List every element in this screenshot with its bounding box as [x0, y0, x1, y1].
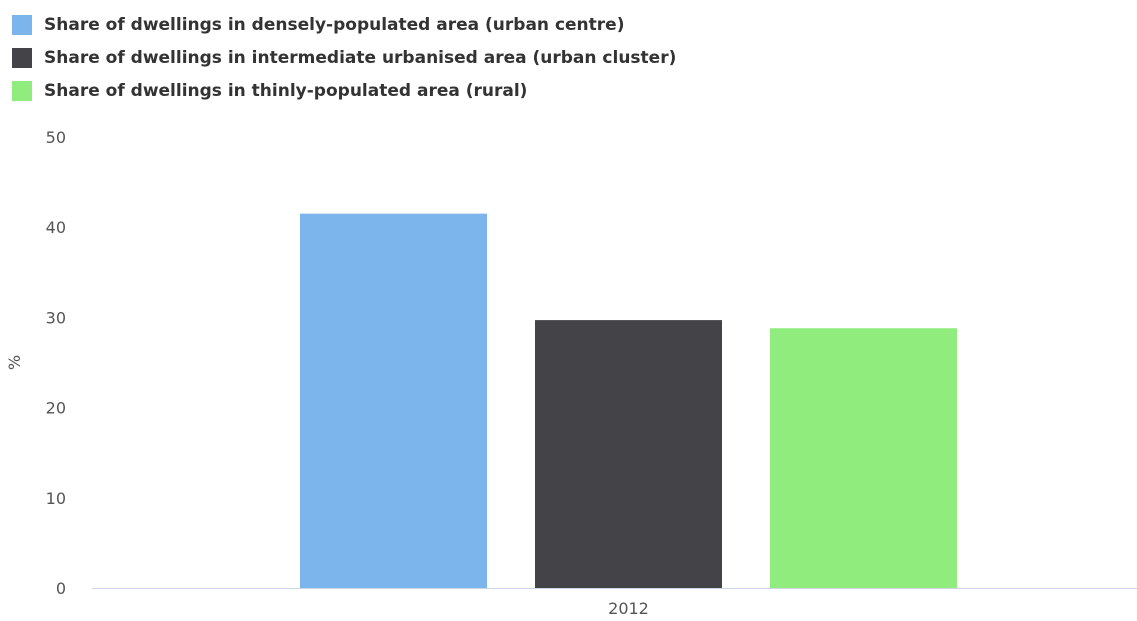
y-tick-label: 20	[46, 399, 66, 418]
bar-urban-centre[interactable]	[300, 213, 487, 589]
y-tick-label: 50	[46, 128, 66, 147]
legend-item-rural[interactable]: Share of dwellings in thinly-populated a…	[12, 74, 676, 107]
legend-item-urban-centre[interactable]: Share of dwellings in densely-populated …	[12, 8, 676, 41]
legend-item-urban-cluster[interactable]: Share of dwellings in intermediate urban…	[12, 41, 676, 74]
legend-label-urban-centre: Share of dwellings in densely-populated …	[44, 14, 625, 35]
bar-urban-cluster[interactable]	[535, 320, 722, 588]
y-tick-label: 0	[56, 579, 66, 598]
legend-swatch-urban-centre	[12, 14, 32, 35]
bar-rural[interactable]	[770, 328, 957, 588]
x-axis-ticks: 2012	[608, 599, 649, 618]
legend-swatch-rural	[12, 80, 32, 101]
x-tick-label: 2012	[608, 599, 649, 618]
y-axis-ticks: 0 10 20 30 40 50	[46, 128, 66, 598]
y-tick-label: 10	[46, 489, 66, 508]
y-tick-label: 30	[46, 308, 66, 327]
legend: Share of dwellings in densely-populated …	[12, 8, 676, 107]
legend-swatch-urban-cluster	[12, 47, 32, 68]
legend-label-rural: Share of dwellings in thinly-populated a…	[44, 80, 528, 101]
bars	[300, 213, 957, 589]
y-tick-label: 40	[46, 218, 66, 237]
y-axis-title: %	[5, 355, 24, 370]
legend-label-urban-cluster: Share of dwellings in intermediate urban…	[44, 47, 677, 68]
